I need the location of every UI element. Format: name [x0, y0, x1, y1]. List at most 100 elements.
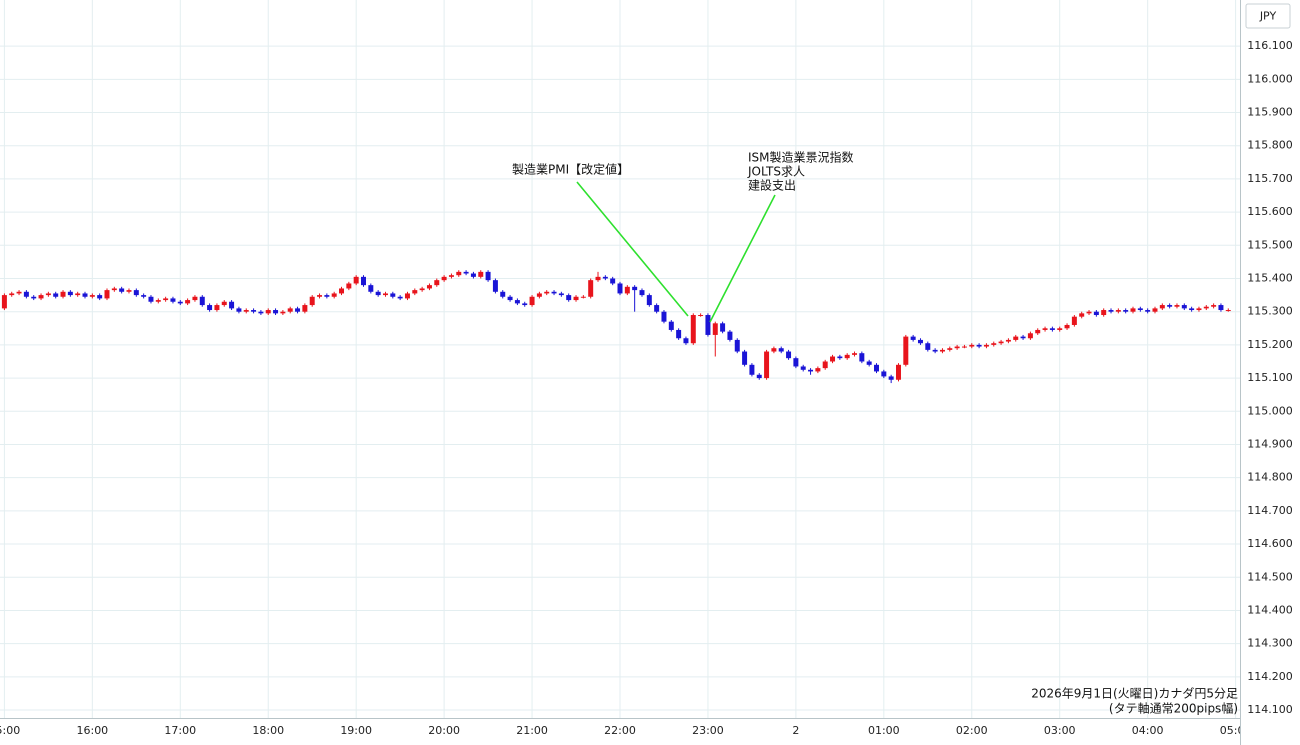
y-tick-label: 116.000 — [1247, 72, 1293, 85]
x-tick-label: 22:00 — [604, 724, 636, 737]
y-tick-label: 114.800 — [1247, 471, 1293, 484]
candle-body — [192, 296, 198, 301]
x-tick-label: 19:00 — [340, 724, 372, 737]
candle-body — [1152, 308, 1158, 312]
candle-body — [976, 344, 982, 347]
candle-body — [573, 296, 579, 301]
y-tick-label: 114.500 — [1247, 570, 1293, 583]
candle-body — [75, 293, 81, 296]
candle-body — [1086, 311, 1092, 314]
y-tick-label: 114.600 — [1247, 537, 1293, 550]
x-tick-label: 16:00 — [76, 724, 108, 737]
candle-body — [1064, 324, 1070, 329]
x-tick-label: 17:00 — [164, 724, 196, 737]
candle-body — [82, 293, 88, 297]
candle-body — [822, 361, 828, 369]
candle-body — [309, 296, 315, 306]
candle-body — [727, 331, 733, 340]
y-tick-label: 114.200 — [1247, 670, 1293, 683]
candle-body — [683, 338, 689, 344]
candle-body — [199, 296, 205, 306]
candle-body — [895, 364, 901, 380]
candle-body — [852, 353, 858, 355]
candle-body — [331, 293, 337, 297]
y-tick-label: 115.500 — [1247, 238, 1293, 251]
candle-body — [104, 290, 110, 299]
x-tick-label: 18:00 — [252, 724, 284, 737]
candle-body — [536, 293, 542, 297]
candle-body — [214, 305, 220, 311]
candle-body — [1093, 311, 1099, 316]
candle-body — [1020, 336, 1026, 339]
candle-body — [185, 300, 191, 304]
candle-body — [1130, 308, 1136, 312]
candle-body — [529, 296, 535, 306]
candle-body — [756, 374, 762, 379]
candle-body — [720, 323, 726, 332]
y-tick-label: 114.300 — [1247, 637, 1293, 650]
candle-body — [163, 298, 169, 301]
candle-body — [793, 358, 799, 367]
candle-body — [1159, 305, 1165, 309]
candle-body — [888, 376, 894, 380]
candle-body — [602, 276, 608, 279]
candle-body — [1042, 328, 1048, 330]
x-axis: 15:00 16:00 17:00 18:00 19:00 20:00 21:00 22:00… — [0, 724, 1251, 737]
candle-body — [133, 290, 139, 296]
candle-body — [470, 273, 476, 277]
candle-body — [1071, 316, 1077, 325]
candle-body — [89, 295, 95, 297]
y-tick-label: 114.700 — [1247, 504, 1293, 517]
candle-body — [207, 305, 213, 311]
candle-body — [111, 288, 117, 291]
candle-body — [632, 286, 638, 291]
chart-note: (タテ軸通常200pips幅) — [1109, 701, 1238, 716]
candle-body — [874, 364, 879, 372]
candle-body — [243, 310, 249, 312]
candle-body — [522, 303, 528, 306]
candle-body — [1211, 305, 1217, 307]
candle-body — [947, 348, 953, 350]
annotation-text: 製造業PMI【改定値】 — [512, 162, 629, 177]
candle-body — [170, 298, 176, 302]
candle-body — [397, 296, 403, 299]
candle-body — [551, 291, 557, 294]
candle-body — [1167, 305, 1173, 307]
candle-body — [368, 285, 374, 292]
candle-body — [478, 271, 484, 277]
candle-body — [456, 271, 462, 276]
candle-body — [412, 290, 418, 294]
candle-body — [236, 308, 242, 312]
candle-body — [544, 291, 550, 294]
x-tick-label: 2 — [792, 724, 799, 737]
candle-body — [251, 310, 257, 312]
candle-body — [148, 296, 154, 302]
candle-body — [317, 295, 323, 297]
candle-body — [624, 286, 630, 294]
candle-body — [617, 283, 623, 294]
candle-body — [1196, 308, 1202, 311]
candle-body — [954, 346, 960, 349]
candle-body — [837, 356, 843, 359]
candle-body — [295, 308, 301, 312]
candle-body — [969, 344, 975, 347]
candle-body — [45, 293, 51, 296]
candle-body — [588, 280, 594, 297]
candle-body — [353, 276, 359, 284]
candle-body — [1174, 305, 1180, 307]
candle-body — [361, 276, 366, 286]
candle-body — [734, 339, 740, 352]
candle-body — [939, 349, 945, 352]
candle-body — [404, 293, 410, 299]
y-tick-label: 115.100 — [1247, 371, 1293, 384]
candle-body — [1115, 310, 1121, 312]
candle-body — [676, 329, 682, 339]
candle-body — [119, 288, 125, 292]
annotation-text: 建設支出 — [748, 178, 796, 193]
candle-body — [258, 311, 264, 314]
x-tick-label: 15:00 — [0, 724, 20, 737]
candle-body — [983, 344, 989, 347]
candle-body — [23, 291, 29, 297]
candle-body — [844, 354, 850, 359]
